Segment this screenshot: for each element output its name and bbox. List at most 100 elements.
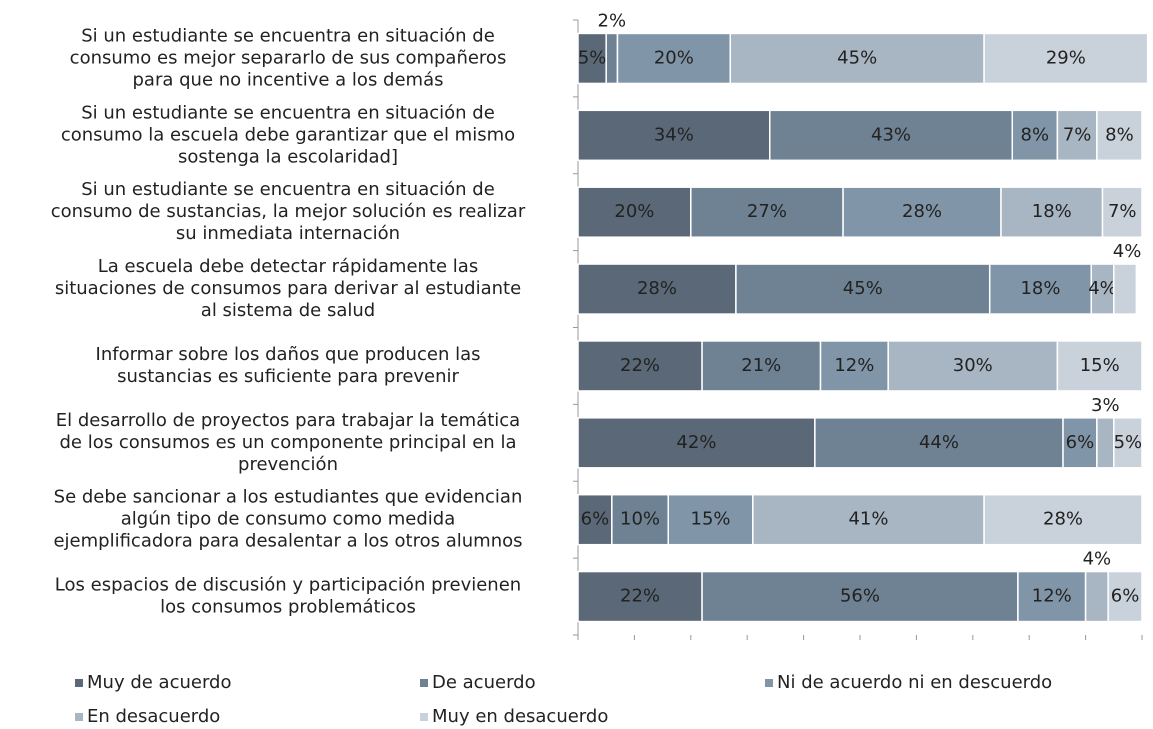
legend-swatch	[765, 679, 773, 687]
category-label: Informar sobre los daños que producen la…	[96, 344, 481, 365]
value-label: 18%	[1032, 201, 1072, 222]
bar-segment	[577, 417, 816, 469]
value-label: 6%	[1066, 432, 1095, 453]
bar-segment	[983, 493, 1143, 546]
category-label: consumo es mejor separarlo de sus compañ…	[70, 47, 507, 68]
bar-segment	[577, 186, 692, 238]
legend-swatch	[75, 713, 83, 721]
value-label: 34%	[654, 124, 694, 145]
category-label: sostenga la escolaridad]	[178, 146, 398, 167]
value-label: 6%	[581, 509, 610, 530]
bar-segment	[1113, 417, 1143, 469]
category-label: sustancias es suficiente para prevenir	[117, 366, 459, 387]
bar-segment	[1056, 109, 1098, 162]
legend-swatch	[420, 713, 428, 721]
value-label: 41%	[848, 509, 888, 530]
value-label: 12%	[834, 355, 874, 376]
bar-segment	[1101, 186, 1143, 238]
category-label: Los espacios de discusión y participació…	[55, 575, 521, 596]
value-label: 8%	[1021, 124, 1050, 145]
bar-segment	[1056, 340, 1143, 392]
value-label: 5%	[1114, 432, 1143, 453]
value-label: 45%	[837, 47, 877, 68]
value-label: 18%	[1020, 278, 1060, 299]
category-label: Si un estudiante se encuentra en situaci…	[81, 179, 495, 200]
category-label: al sistema de salud	[201, 300, 375, 321]
value-label: 45%	[843, 278, 883, 299]
value-label: 15%	[1080, 355, 1120, 376]
category-label: de los consumos es un componente princip…	[60, 432, 517, 453]
bar-segment	[577, 340, 703, 392]
value-label: 12%	[1032, 586, 1072, 607]
legend-label: Muy de acuerdo	[87, 672, 231, 693]
bar-segment	[1000, 186, 1104, 238]
category-label: ejemplificadora para desalentar a los ot…	[53, 531, 522, 552]
value-label: 7%	[1063, 124, 1092, 145]
bar-segment	[611, 493, 669, 546]
bar-segment	[1113, 263, 1138, 315]
category-label: prevención	[238, 454, 338, 475]
category-label: Se debe sancionar a los estudiantes que …	[54, 487, 523, 508]
bar-segment	[701, 340, 822, 392]
bar-segment	[690, 186, 844, 238]
bar-segment	[1096, 417, 1115, 469]
bar-segment	[577, 263, 737, 315]
value-label: 4%	[1113, 241, 1142, 262]
bar-segment	[667, 493, 754, 546]
value-label: 28%	[902, 201, 942, 222]
value-label: 22%	[620, 355, 660, 376]
bar-segment	[819, 340, 889, 392]
bar-segment	[729, 32, 985, 85]
category-label: La escuela debe detectar rápidamente las	[98, 256, 478, 277]
category-label: consumo de sustancias, la mejor solución…	[51, 201, 526, 222]
category-label: consumo la escuela debe garantizar que e…	[61, 124, 515, 145]
value-label: 44%	[919, 432, 959, 453]
value-label: 4%	[1083, 549, 1112, 570]
bar-segment	[577, 109, 771, 162]
value-label: 22%	[620, 586, 660, 607]
value-label: 4%	[1088, 278, 1117, 299]
value-label: 29%	[1046, 47, 1086, 68]
legend-label: En desacuerdo	[87, 706, 220, 727]
value-label: 21%	[741, 355, 781, 376]
value-label: 8%	[1105, 124, 1134, 145]
value-label: 20%	[614, 201, 654, 222]
value-label: 42%	[676, 432, 716, 453]
value-label: 28%	[1043, 509, 1083, 530]
value-label: 30%	[953, 355, 993, 376]
bar-segment	[1107, 570, 1143, 623]
category-label: Si un estudiante se encuentra en situaci…	[81, 102, 495, 123]
bar-segment	[701, 570, 1019, 623]
value-label: 6%	[1111, 586, 1140, 607]
bar-segment	[988, 263, 1092, 315]
bar-segment	[769, 109, 1014, 162]
legend-label: Muy en desacuerdo	[432, 706, 608, 727]
bar-segment	[577, 493, 613, 546]
legend-label: Ni de acuerdo ni en descuerdo	[777, 672, 1052, 693]
value-label: 43%	[871, 124, 911, 145]
category-label: El desarrollo de proyectos para trabajar…	[56, 410, 520, 431]
bar-segment	[983, 32, 1149, 85]
bar-segment	[1017, 570, 1087, 623]
bar-segment	[752, 493, 985, 546]
value-label: 10%	[620, 509, 660, 530]
bar-segment	[842, 186, 1002, 238]
bar-segment	[605, 32, 619, 85]
value-label: 2%	[598, 10, 627, 31]
legend-swatch	[75, 679, 83, 687]
bar-segment	[1084, 570, 1109, 623]
bar-segment	[814, 417, 1064, 469]
category-label: situaciones de consumos para derivar al …	[55, 278, 521, 299]
value-label: 27%	[747, 201, 787, 222]
value-label: 5%	[578, 47, 607, 68]
category-label: su inmediata internación	[176, 223, 400, 244]
value-label: 7%	[1108, 201, 1137, 222]
bar-segment	[577, 570, 703, 623]
category-label: algún tipo de consumo como medida	[121, 509, 455, 530]
value-label: 15%	[691, 509, 731, 530]
bar-segment	[887, 340, 1059, 392]
bar-segment	[735, 263, 991, 315]
bar-segment	[1096, 109, 1143, 162]
category-label: Si un estudiante se encuentra en situaci…	[81, 25, 495, 46]
